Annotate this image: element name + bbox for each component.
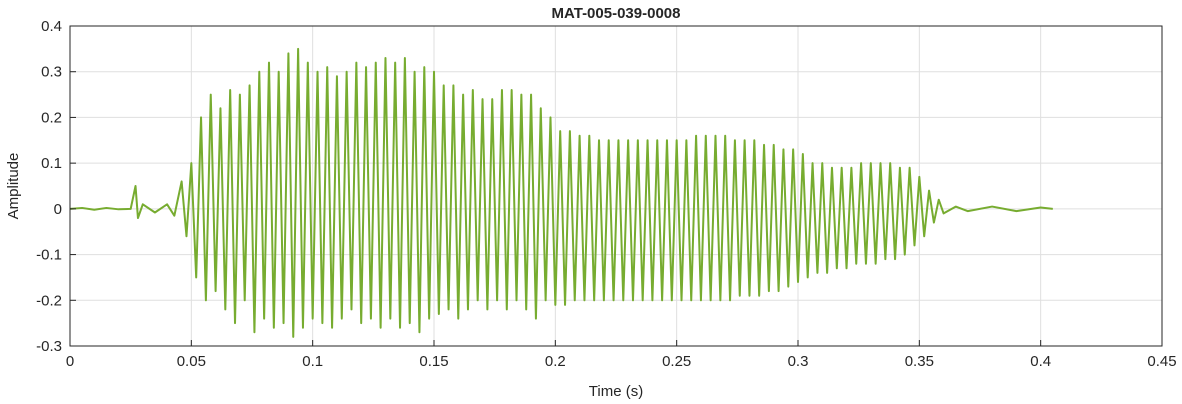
y-tick-label: 0 xyxy=(54,201,62,218)
y-tick-label: -0.1 xyxy=(36,247,62,264)
x-tick-label: 0.2 xyxy=(545,353,566,370)
axes-box xyxy=(69,25,1163,347)
x-tick-label: 0.05 xyxy=(177,353,206,370)
lines xyxy=(69,47,1053,338)
y-tick-label: -0.3 xyxy=(36,338,62,355)
x-tick-label: 0.15 xyxy=(419,353,448,370)
x-tick-label: 0.3 xyxy=(788,353,809,370)
y-tick-label: 0.4 xyxy=(41,18,62,35)
x-tick-label: 0.4 xyxy=(1030,353,1051,370)
x-axis-label: Time (s) xyxy=(589,383,643,400)
x-tick-label: 0 xyxy=(66,353,74,370)
y-tick-label: 0.2 xyxy=(41,109,62,126)
chart-title: MAT-005-039-0008 xyxy=(552,5,681,22)
x-tick-label: 0.1 xyxy=(302,353,323,370)
y-tick-label: 0.1 xyxy=(41,155,62,172)
y-tick-label: 0.3 xyxy=(41,64,62,81)
x-tick-label: 0.35 xyxy=(905,353,934,370)
y-tick-label: -0.2 xyxy=(36,292,62,309)
y-axis-label: Amplitude xyxy=(5,153,22,220)
waveform-line xyxy=(69,47,1053,338)
ticks: 0 0.05 0.1 0.15 0.2 0.25 0.3 0.35 0.4 0.45 -0.3 -0.… xyxy=(36,18,1176,370)
x-tick-label: 0.45 xyxy=(1147,353,1176,370)
x-tick-label: 0.25 xyxy=(662,353,691,370)
